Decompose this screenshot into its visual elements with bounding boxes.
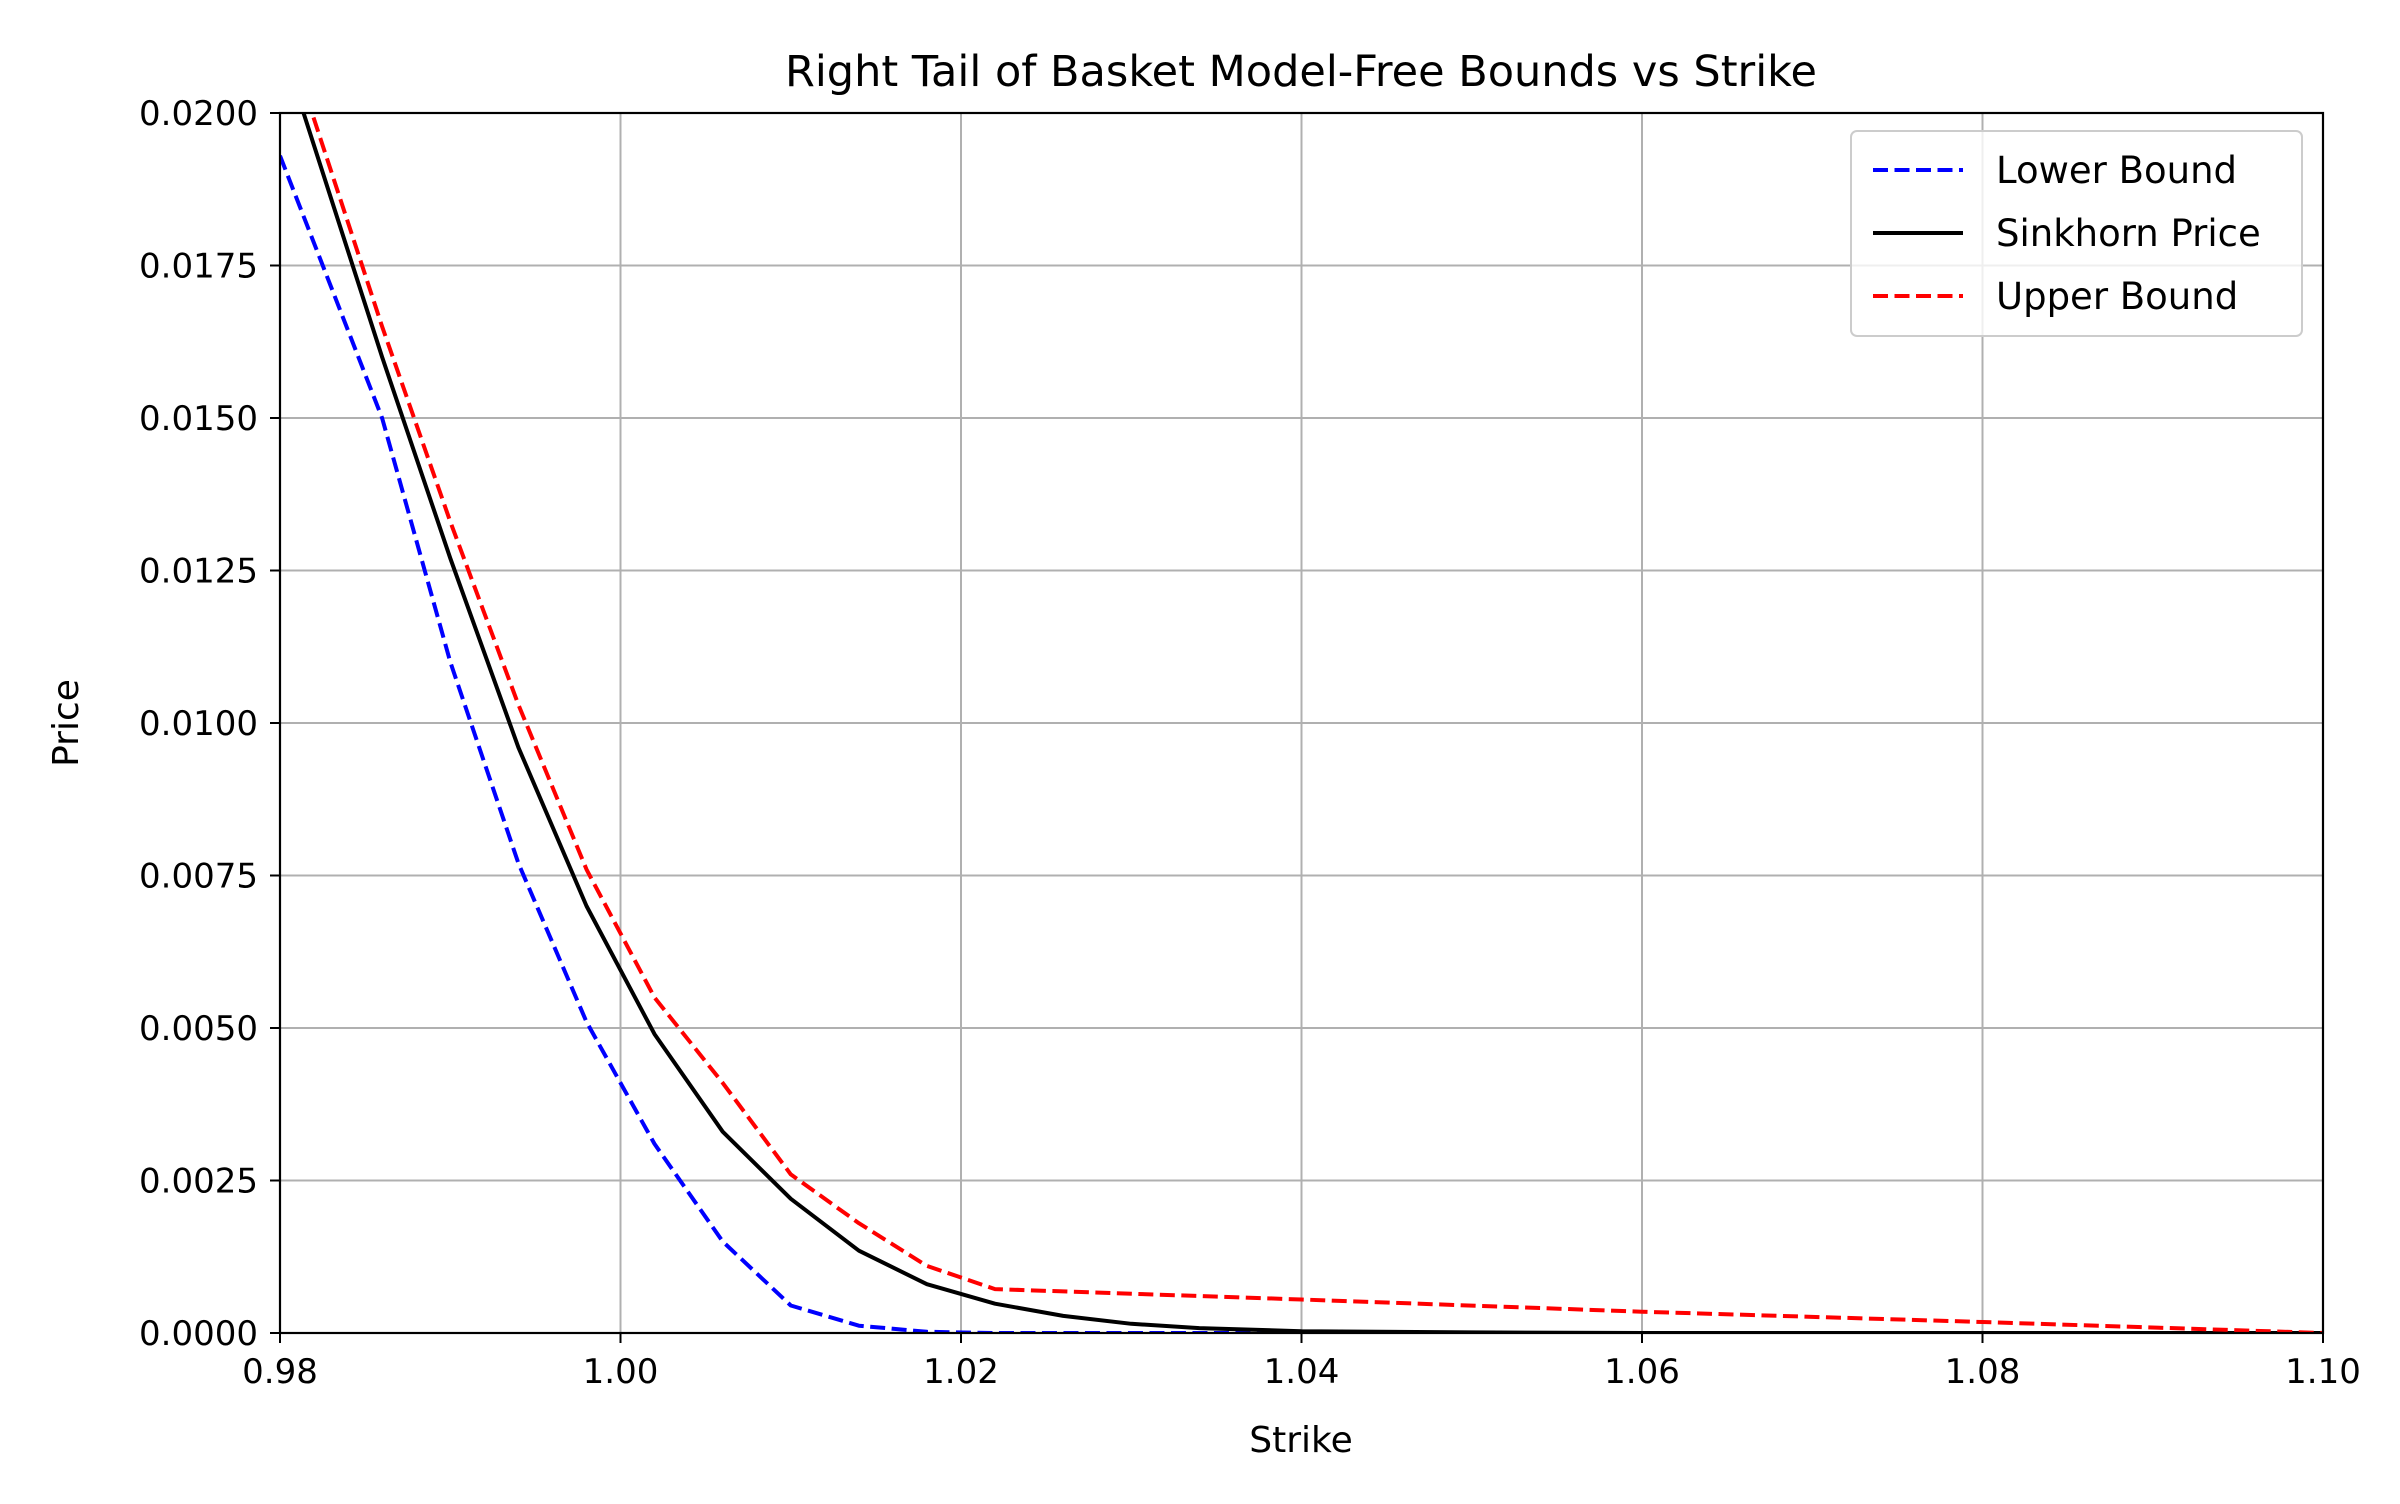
legend-label: Lower Bound: [1996, 149, 2237, 192]
x-tick-label: 1.00: [583, 1352, 659, 1392]
y-tick-label: 0.0150: [139, 399, 258, 439]
y-tick-label: 0.0125: [139, 552, 258, 592]
legend-label: Sinkhorn Price: [1996, 212, 2261, 255]
x-tick-label: 1.10: [2285, 1352, 2361, 1392]
tick-layer: 0.98 1.00 1.02 1.04 1.06 1.08 1.10 0.0000 0.0025…: [139, 94, 2361, 1392]
y-tick-label: 0.0050: [139, 1009, 258, 1049]
legend-label: Upper Bound: [1996, 275, 2238, 318]
y-tick-label: 0.0200: [139, 94, 258, 134]
x-tick-label: 1.04: [1264, 1352, 1340, 1392]
x-tick-label: 1.08: [1945, 1352, 2021, 1392]
x-tick-label: 0.98: [242, 1352, 318, 1392]
y-tick-label: 0.0025: [139, 1162, 258, 1202]
y-tick-label: 0.0075: [139, 857, 258, 897]
series-line-lower-bound: [280, 154, 2323, 1333]
legend: Lower Bound Sinkhorn Price Upper Bound: [1850, 130, 2303, 337]
series-line-upper-bound: [309, 113, 2323, 1333]
x-axis-label: Strike: [1249, 1420, 1352, 1461]
x-tick-label: 1.06: [1604, 1352, 1680, 1392]
x-tick-label: 1.02: [923, 1352, 999, 1392]
series-line-sinkhorn-price: [301, 113, 2323, 1333]
y-axis-label: Price: [46, 679, 87, 767]
legend-box: [1850, 130, 2303, 337]
y-tick-label: 0.0175: [139, 247, 258, 287]
y-tick-label: 0.0100: [139, 704, 258, 744]
series-layer: [280, 113, 2323, 1333]
chart-title: Right Tail of Basket Model-Free Bounds v…: [785, 47, 1817, 97]
y-tick-label: 0.0000: [139, 1314, 258, 1354]
